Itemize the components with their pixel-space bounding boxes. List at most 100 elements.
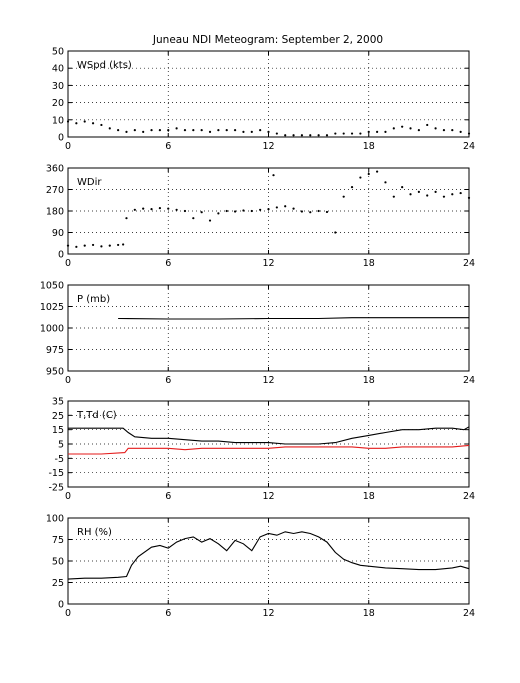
data-point (459, 130, 462, 133)
x-tick-label: 18 (363, 608, 375, 619)
y-tick-label: 10 (52, 115, 64, 126)
data-point (426, 123, 429, 127)
panel-label: RH (%) (77, 527, 112, 538)
y-tick-label: 180 (46, 207, 64, 218)
panel-label: T,Td (C) (76, 410, 117, 421)
data-point (451, 129, 454, 132)
data-point (300, 210, 304, 213)
y-tick-label: 360 (46, 164, 64, 175)
data-point (334, 231, 337, 234)
data-point (342, 132, 345, 135)
data-point (272, 174, 275, 177)
data-point (459, 191, 462, 195)
y-tick-label: 25 (52, 411, 64, 422)
data-point (167, 207, 170, 210)
data-point (309, 134, 312, 137)
data-point (117, 129, 120, 132)
y-tick-label: 35 (52, 397, 64, 408)
data-point (225, 209, 228, 213)
data-point (150, 129, 153, 132)
x-tick-label: 12 (262, 141, 274, 152)
data-point (192, 129, 195, 132)
data-point (208, 219, 212, 222)
series-line (67, 531, 470, 580)
data-point (259, 129, 262, 132)
data-point (317, 209, 320, 213)
data-point (401, 186, 404, 189)
series-line (68, 426, 470, 445)
x-tick-label: 0 (65, 258, 71, 269)
data-point (142, 207, 145, 210)
panel-label: WSpd (kts) (77, 60, 132, 71)
y-tick-label: 30 (52, 81, 64, 92)
data-point (359, 176, 362, 179)
data-point (192, 217, 195, 220)
data-point (417, 129, 420, 132)
data-point (158, 129, 161, 132)
data-point (133, 129, 136, 132)
data-point (158, 207, 161, 210)
y-tick-label: 5 (58, 440, 64, 451)
x-tick-label: 12 (262, 491, 274, 502)
data-point (200, 211, 203, 214)
x-tick-label: 18 (363, 141, 375, 152)
series-line (118, 317, 469, 320)
plot-frame (67, 50, 470, 138)
data-point (292, 207, 295, 210)
data-point (325, 134, 329, 137)
data-point (83, 244, 86, 247)
y-tick-label: 50 (52, 47, 64, 58)
y-tick-label: 25 (52, 578, 64, 589)
data-point (401, 125, 404, 128)
x-tick-label: 24 (463, 491, 475, 502)
data-point (384, 130, 387, 133)
data-point (259, 208, 262, 211)
data-point (426, 194, 429, 197)
data-point (267, 207, 270, 211)
data-point (66, 244, 70, 247)
data-point (434, 190, 437, 193)
data-point (451, 193, 454, 196)
data-point (417, 190, 420, 193)
x-tick-label: 12 (262, 258, 274, 269)
data-point (175, 127, 178, 130)
data-point (275, 132, 278, 135)
data-point (217, 129, 220, 132)
panel-4: 0 6 12 18 24 -25 -15 -5 5 15 25 35 T,Td (C) (48, 397, 475, 503)
data-point (250, 209, 253, 213)
data-point (292, 134, 295, 137)
data-point (250, 130, 253, 133)
data-point (350, 186, 354, 189)
data-point (100, 123, 103, 127)
data-point (208, 130, 212, 133)
x-tick-label: 24 (463, 608, 475, 619)
data-point (66, 120, 70, 123)
data-point (434, 127, 437, 130)
data-point (242, 209, 245, 212)
panel-3: 0 6 12 18 24 950 975 1000 1025 1050 P (mb) (40, 281, 475, 387)
data-point (442, 129, 446, 132)
panel-label: WDir (77, 177, 102, 188)
data-point (442, 195, 446, 198)
x-tick-label: 0 (65, 491, 71, 502)
data-point (317, 134, 320, 137)
y-tick-label: 20 (52, 98, 64, 109)
data-point (183, 209, 187, 213)
data-point (242, 130, 245, 133)
y-tick-label: 1050 (40, 281, 64, 292)
data-point (409, 193, 412, 196)
data-point (183, 129, 187, 132)
series-line (68, 444, 470, 455)
data-point (200, 129, 203, 132)
y-tick-label: 90 (52, 228, 64, 239)
data-point (359, 132, 362, 135)
data-point (334, 132, 337, 135)
data-point (267, 130, 270, 133)
data-point (342, 195, 345, 198)
data-point (225, 129, 228, 132)
data-point (350, 132, 354, 135)
data-point (233, 210, 237, 213)
y-tick-label: 270 (46, 185, 64, 196)
